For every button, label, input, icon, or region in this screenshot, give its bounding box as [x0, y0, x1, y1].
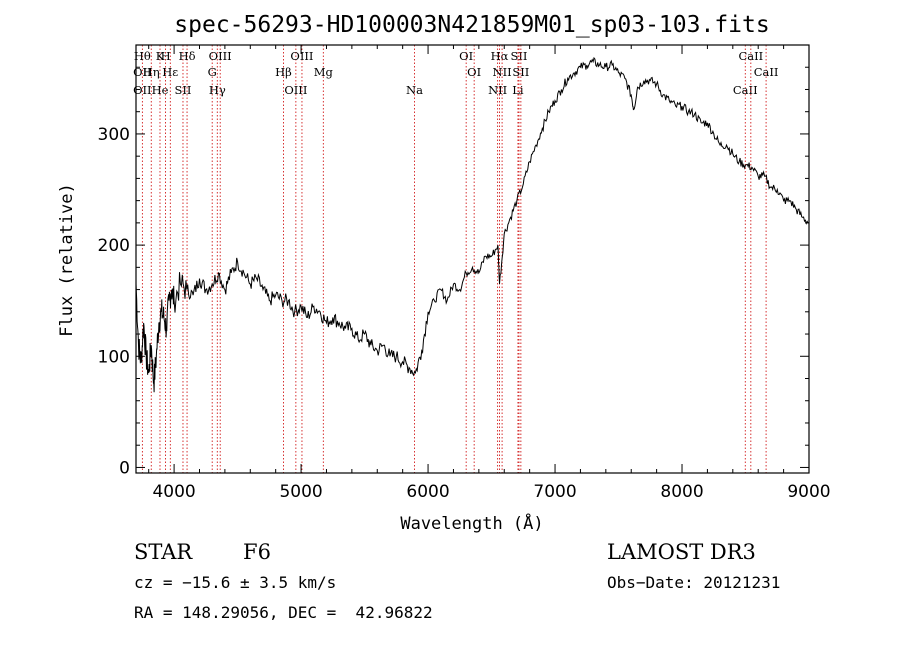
- line-marker-label: He: [152, 83, 169, 97]
- line-marker-label: Hθ: [134, 49, 151, 63]
- y-tick-label: 200: [98, 236, 130, 256]
- line-marker-label: Hα: [491, 49, 509, 63]
- chart-title: spec-56293-HD100003N421859M01_sp03-103.f…: [174, 12, 769, 38]
- line-marker-label: Hδ: [179, 49, 196, 63]
- x-tick-label: 7000: [533, 482, 576, 502]
- survey-name: LAMOST DR3: [607, 540, 756, 564]
- y-tick-label: 0: [119, 458, 130, 478]
- y-tick-label: 100: [98, 347, 130, 367]
- y-axis-label: Flux (relative): [57, 183, 77, 337]
- line-marker-label: Hη: [143, 65, 160, 79]
- line-marker-label: OIII: [290, 49, 313, 63]
- line-marker-label: Hγ: [209, 83, 226, 97]
- observation-date: Obs−Date: 20121231: [607, 573, 781, 592]
- x-tick-label: 8000: [660, 482, 703, 502]
- x-tick-label: 9000: [787, 482, 830, 502]
- line-marker-label: OII: [133, 65, 152, 79]
- line-marker-label: SII: [510, 49, 527, 63]
- line-marker-label: SII: [174, 83, 191, 97]
- x-axis-label: Wavelength (Å): [400, 512, 543, 534]
- object-class: STAR: [134, 540, 193, 564]
- line-marker-label: OII: [133, 83, 152, 97]
- y-tick-label: 300: [98, 125, 130, 145]
- line-marker-label: Na: [406, 83, 423, 97]
- line-marker-label: Li: [512, 83, 524, 97]
- line-marker-label: CaII: [733, 83, 758, 97]
- line-marker-label: OIII: [284, 83, 307, 97]
- x-tick-label: 5000: [279, 482, 322, 502]
- line-marker-label: OI: [467, 65, 481, 79]
- sky-coordinates: RA = 148.29056, DEC = 42.96822: [134, 603, 433, 622]
- line-marker-label: Mg: [314, 65, 334, 79]
- line-marker-label: K: [156, 49, 165, 63]
- line-marker-label: G: [208, 65, 217, 79]
- y-axis-ticks: 0 100 200 300: [98, 66, 809, 478]
- line-marker-label: Hβ: [275, 65, 292, 79]
- spectrum-line: [135, 56, 809, 393]
- line-marker-label: CaII: [738, 49, 763, 63]
- x-axis-ticks: 4000 5000 6000 7000 8000 9000: [148, 45, 831, 502]
- line-marker-label: NII: [493, 65, 512, 79]
- x-tick-label: 6000: [406, 482, 449, 502]
- redshift-cz: cz = −15.6 ± 3.5 km/s: [134, 573, 337, 592]
- line-marker-label: CaII: [754, 65, 779, 79]
- line-marker-label: OI: [459, 49, 473, 63]
- line-marker-label: Hε: [162, 65, 178, 79]
- emission-line-markers: HθOIIOIIHηHeKHHεSIIHδGHγOIIIHβOIIIOIIIMg…: [133, 45, 778, 473]
- line-marker-label: H: [161, 49, 171, 63]
- line-marker-label: OIII: [209, 49, 232, 63]
- x-tick-label: 4000: [152, 482, 195, 502]
- line-marker-label: SII: [512, 65, 529, 79]
- line-marker-label: NII: [488, 83, 507, 97]
- plot-frame: [135, 44, 810, 474]
- spectrum-chart: spec-56293-HD100003N421859M01_sp03-103.f…: [57, 12, 831, 534]
- object-subclass: F6: [243, 540, 271, 564]
